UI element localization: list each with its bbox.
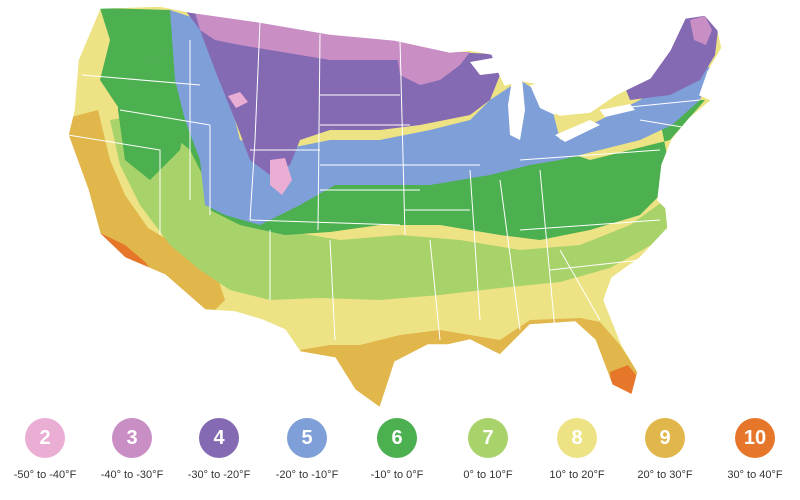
legend-item-zone-9: 9 20° to 30°F <box>620 418 710 481</box>
zone-2-north <box>228 92 248 108</box>
zone-2-swatch: 2 <box>25 418 65 458</box>
zone-6-west <box>100 8 705 240</box>
zone-4-range: -30° to -20°F <box>187 469 251 481</box>
zone-3-north <box>195 12 420 60</box>
zone-10-range: 30° to 40°F <box>727 469 783 481</box>
lake-erie <box>555 120 600 142</box>
zone-4-swatch: 4 <box>199 418 239 458</box>
zone-9-swatch: 9 <box>645 418 685 458</box>
zone-2-range: -50° to -40°F <box>13 469 77 481</box>
legend-item-zone-5: 5 -20° to -10°F <box>262 418 352 481</box>
legend-item-zone-6: 6 -10° to 0°F <box>352 418 442 481</box>
zone-3-minnesota <box>395 40 470 85</box>
zone-5-range: -20° to -10°F <box>275 469 339 481</box>
zone-legend: 2 -50° to -40°F 3 -40° to -30°F 4 -30° t… <box>0 418 800 500</box>
zone-3-maine <box>690 16 712 45</box>
us-hardiness-zone-map <box>67 5 723 410</box>
legend-item-zone-10: 10 30° to 40°F <box>710 418 800 481</box>
zone-5-swatch: 5 <box>287 418 327 458</box>
zone-6-great-basin <box>118 55 190 180</box>
zone-5-north <box>170 10 712 225</box>
lake-ontario <box>600 104 635 117</box>
zone-6-range: -10° to 0°F <box>370 469 424 481</box>
zone-8-swatch: 8 <box>557 418 597 458</box>
legend-item-zone-4: 4 -30° to -20°F <box>174 418 264 481</box>
us-outline <box>67 5 723 410</box>
zone-9-range: 20° to 30°F <box>637 469 693 481</box>
zone-3-range: -40° to -30°F <box>100 469 164 481</box>
legend-item-zone-7: 7 0° to 10°F <box>443 418 533 481</box>
zone-8-range: 10° to 20°F <box>549 469 605 481</box>
legend-item-zone-3: 3 -40° to -30°F <box>87 418 177 481</box>
lake-huron <box>530 82 562 115</box>
zone-10-swatch: 10 <box>735 418 775 458</box>
zone-2-rockies <box>270 158 292 195</box>
legend-item-zone-2: 2 -50° to -40°F <box>0 418 90 481</box>
legend-item-zone-8: 8 10° to 20°F <box>532 418 622 481</box>
state-borders <box>67 21 701 341</box>
zone-7-belt <box>110 110 675 300</box>
zone-9-pacific-coast <box>68 110 225 315</box>
zone-7-range: 0° to 10°F <box>463 469 513 481</box>
zone-3-swatch: 3 <box>112 418 152 458</box>
zone-7-swatch: 7 <box>468 418 508 458</box>
zone-6-swatch: 6 <box>377 418 417 458</box>
lake-michigan <box>508 78 525 140</box>
lake-superior <box>470 55 530 75</box>
